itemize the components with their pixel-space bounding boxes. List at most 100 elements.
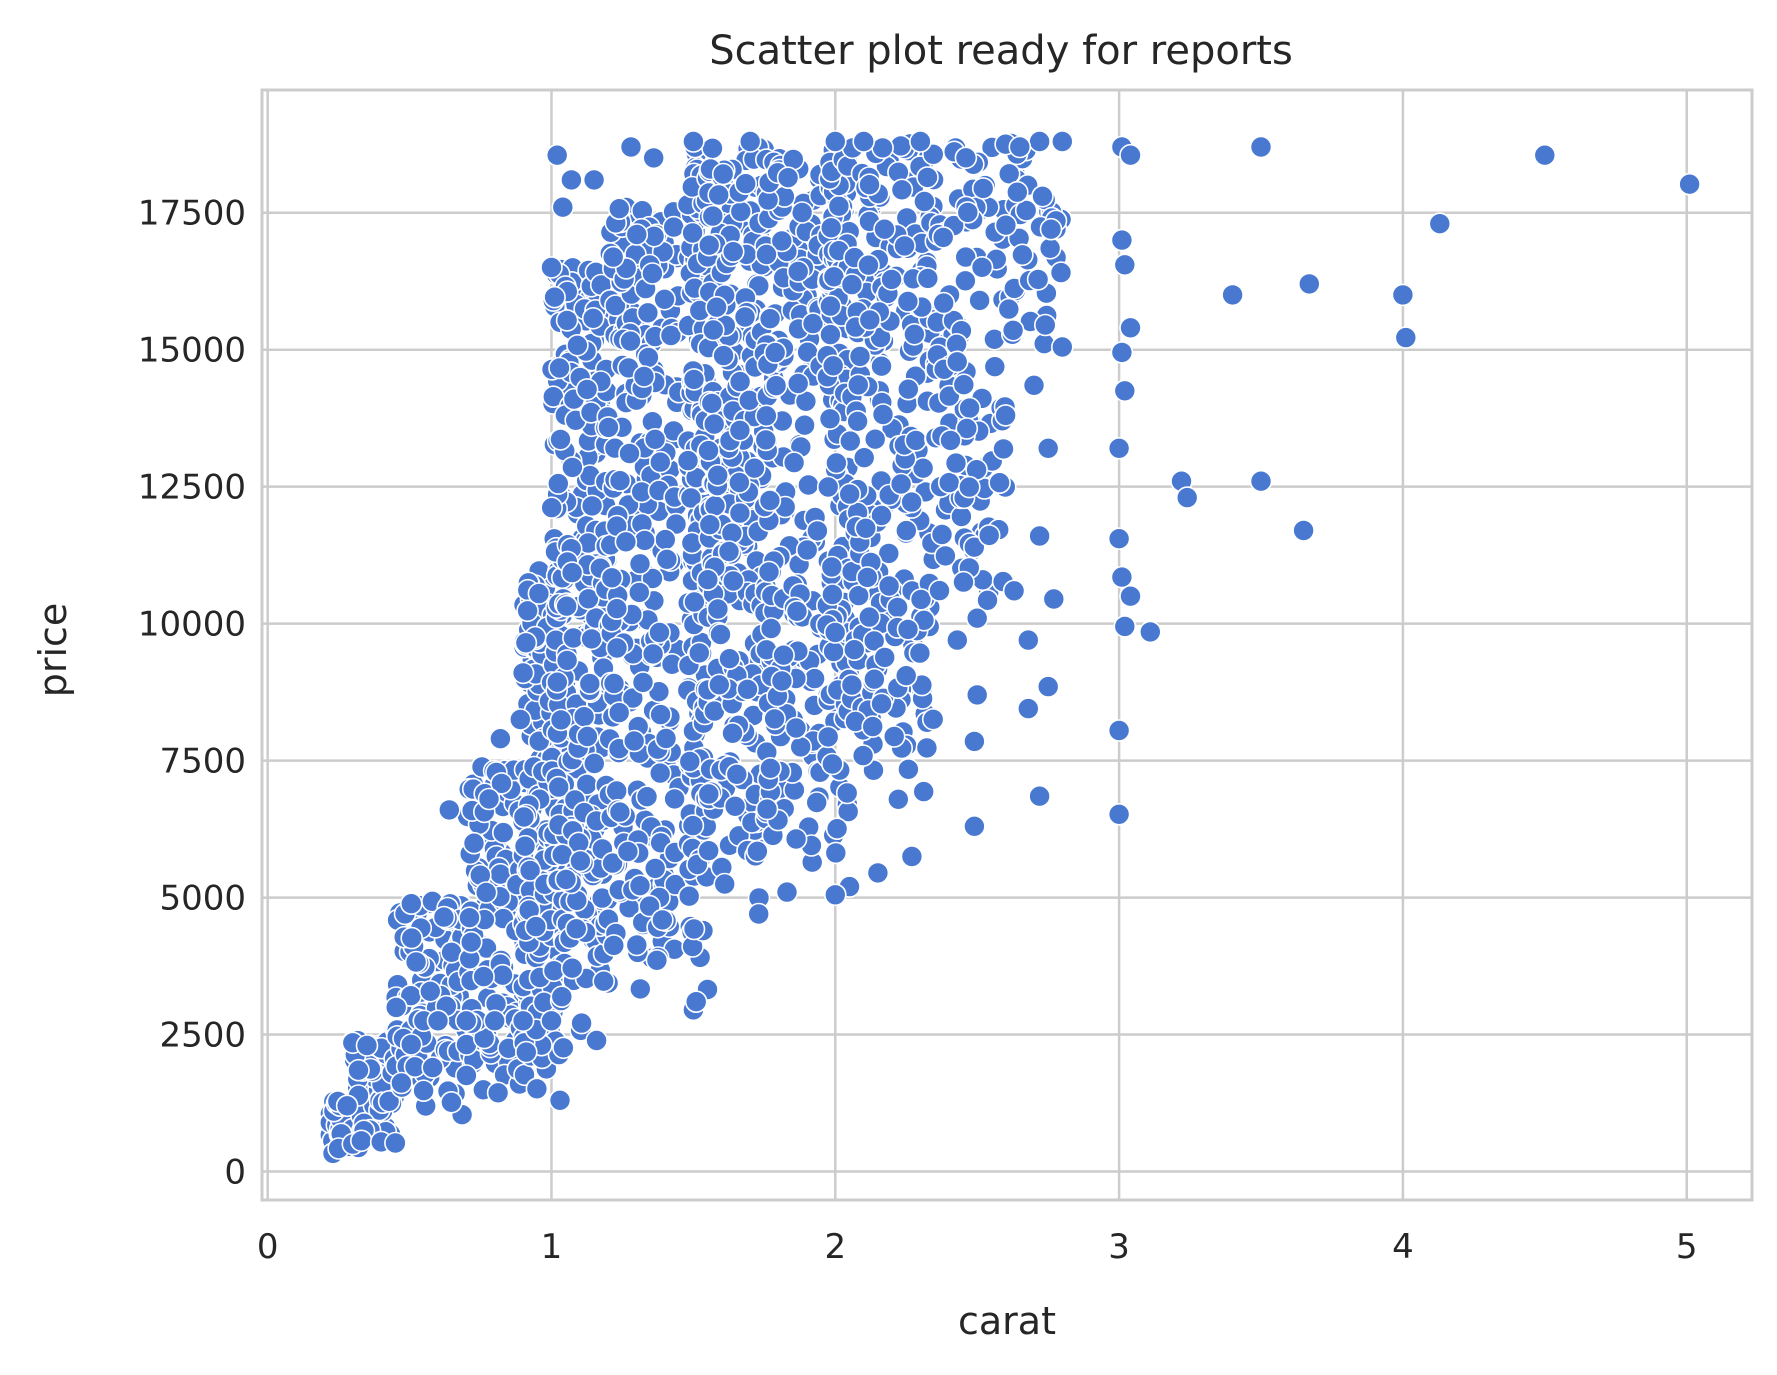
data-point (738, 130, 762, 153)
data-point (852, 130, 876, 153)
data-point (863, 667, 886, 691)
data-point (641, 262, 664, 285)
data-point (701, 204, 725, 228)
data-point (1119, 316, 1142, 340)
x-tick-label: 2 (824, 1227, 846, 1267)
data-point (540, 256, 563, 279)
data-point (459, 930, 483, 954)
data-point (489, 727, 512, 751)
data-point (1139, 620, 1162, 644)
data-point (455, 1064, 478, 1087)
data-point (641, 567, 664, 590)
data-point (709, 623, 732, 646)
data-points (318, 130, 1701, 1165)
data-point (474, 881, 498, 904)
data-point (550, 985, 574, 1009)
data-point (784, 716, 808, 740)
data-point (858, 308, 882, 332)
data-point (355, 1034, 379, 1057)
data-point (440, 1091, 463, 1114)
data-point (619, 135, 643, 159)
data-point (823, 130, 847, 153)
data-point (697, 839, 721, 863)
data-point (399, 1033, 423, 1056)
data-point (643, 427, 667, 451)
data-point (896, 290, 920, 313)
x-tick-label: 0 (257, 1227, 279, 1267)
data-point (916, 166, 939, 189)
data-point (763, 341, 787, 364)
data-point (486, 1081, 510, 1105)
data-point (554, 868, 578, 891)
data-point (801, 312, 825, 335)
data-point (725, 762, 749, 786)
data-point (627, 581, 651, 604)
data-point (957, 475, 981, 499)
data-point (631, 671, 655, 694)
data-point (904, 429, 928, 452)
data-point (823, 883, 847, 907)
data-point (728, 501, 752, 525)
data-point (560, 168, 583, 192)
data-point (703, 494, 727, 518)
data-point (713, 872, 737, 896)
data-point (870, 354, 893, 378)
data-point (577, 587, 600, 611)
data-point (758, 489, 782, 512)
data-point (604, 294, 627, 317)
data-point (1017, 697, 1040, 720)
data-point (648, 761, 672, 785)
data-point (524, 915, 548, 938)
data-point (570, 1011, 593, 1035)
data-point (944, 451, 968, 475)
data-point (701, 137, 724, 160)
y-tick-label: 2500 (159, 1016, 246, 1056)
plot-frame (260, 88, 1754, 1202)
data-point (971, 177, 995, 200)
data-point (1107, 719, 1131, 742)
data-point (772, 643, 795, 667)
data-point (540, 1009, 563, 1033)
data-point (983, 355, 1007, 379)
data-point (793, 413, 816, 437)
data-point (775, 880, 799, 904)
data-point (1031, 185, 1054, 208)
data-point (621, 686, 645, 710)
data-point (1014, 199, 1038, 222)
data-point (818, 407, 842, 431)
data-point (512, 805, 536, 829)
data-point (1036, 436, 1060, 460)
data-point (723, 794, 747, 818)
data-point (682, 368, 706, 391)
data-point (782, 451, 806, 474)
x-tick-label: 5 (1676, 1227, 1698, 1267)
data-point (684, 990, 708, 1014)
data-point (880, 268, 903, 291)
data-point (575, 378, 599, 401)
data-point (527, 582, 551, 605)
data-point (721, 569, 745, 593)
data-point (932, 291, 956, 315)
data-point (912, 780, 936, 803)
data-point (1107, 802, 1131, 826)
data-point (894, 664, 918, 688)
data-point (759, 756, 782, 780)
data-point (1051, 335, 1074, 359)
data-point (585, 1029, 608, 1052)
data-point (564, 917, 588, 941)
data-point (770, 669, 794, 693)
data-point (404, 950, 428, 974)
data-point (700, 392, 724, 415)
data-point (349, 1129, 373, 1153)
data-point (846, 373, 870, 397)
data-point (827, 194, 851, 218)
data-point (582, 168, 606, 192)
data-point (1038, 237, 1062, 260)
data-point (555, 649, 579, 672)
data-point (514, 1040, 538, 1064)
data-point (965, 683, 989, 707)
data-point (728, 471, 751, 494)
data-point (706, 597, 730, 621)
data-point (566, 333, 589, 357)
data-point (890, 178, 914, 202)
